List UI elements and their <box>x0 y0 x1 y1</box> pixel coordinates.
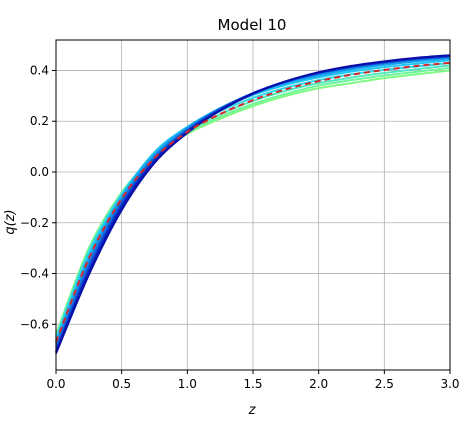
chart-title: Model 10 <box>218 16 287 34</box>
series-line-11 <box>55 54 451 354</box>
x-tick-label: 1.0 <box>178 377 197 391</box>
y-axis-label: q(z) <box>3 209 18 234</box>
axis-ticks: 0.0 0.5 1.0 1.5 2.0 2.5 3.0 −0.6 −0.4 −0.2 0.0 0.2 0… <box>20 63 460 391</box>
x-tick-label: 2.0 <box>309 377 328 391</box>
y-tick-label: −0.4 <box>20 267 49 281</box>
x-tick-label: 3.0 <box>440 377 459 391</box>
x-tick-label: 0.0 <box>46 377 65 391</box>
x-tick-label: 1.5 <box>243 377 262 391</box>
y-tick-label: 0.4 <box>30 63 49 77</box>
y-tick-label: 0.2 <box>30 114 49 128</box>
reference-dashed-line <box>55 61 451 343</box>
y-tick-label: 0.0 <box>30 165 49 179</box>
x-tick-label: 2.5 <box>375 377 394 391</box>
y-tick-label: −0.2 <box>20 216 49 230</box>
series-group <box>55 54 451 354</box>
reference-curve-group <box>55 61 451 343</box>
x-tick-label: 0.5 <box>112 377 131 391</box>
x-axis-label: z <box>248 403 257 418</box>
y-tick-label: −0.6 <box>20 317 49 331</box>
